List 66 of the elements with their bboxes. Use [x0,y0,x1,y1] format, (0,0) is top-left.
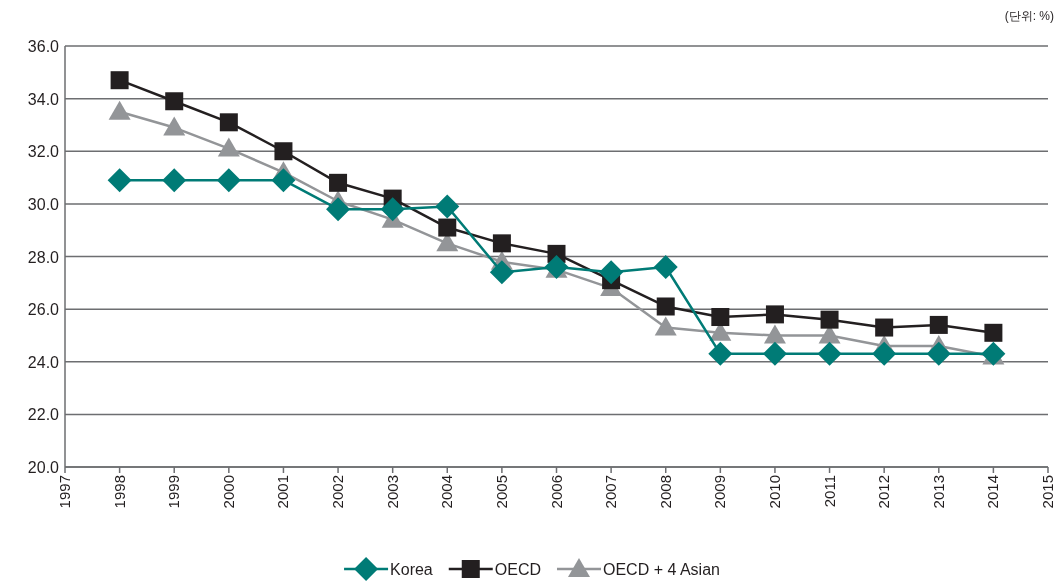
point [216,168,241,193]
text: (단위: %) [1004,9,1054,23]
x-tick-label: 2000 [219,475,237,509]
y-tick-label: 30.0 [27,195,60,213]
point [219,113,238,132]
point [274,142,293,161]
point [711,308,730,327]
point [492,234,511,253]
x-tick-label: 2006 [547,475,565,509]
point [599,260,624,285]
point [489,260,514,285]
y-tick-label: 20.0 [27,459,60,476]
point [108,100,131,120]
x-tick-label: 2005 [492,475,510,509]
y-tick-label: 26.0 [27,301,60,319]
point [110,71,129,90]
legend-label: OECD + 4 Asian [602,561,720,578]
point [654,316,677,336]
point [165,92,184,111]
point [762,341,787,366]
point [329,173,348,192]
point [107,168,132,193]
x-tick-label: 2003 [383,475,401,509]
y-tick-label: 28.0 [27,248,60,266]
point [708,341,733,366]
point [817,341,842,366]
x-tick-label: 2001 [274,475,292,509]
x-tick-label: 2007 [602,475,620,509]
y-tick-label: 24.0 [27,353,60,371]
y-tick-label: 34.0 [27,90,60,108]
x-tick-label: 2010 [765,475,783,509]
x-tick-label: 2008 [656,475,674,509]
x-tick-label: 2002 [329,475,347,509]
y-tick-label: 32.0 [27,143,60,161]
x-tick-label: 2009 [711,475,729,509]
point [875,318,894,337]
y-tick-label: 22.0 [27,406,60,424]
x-tick-label: 2004 [438,475,456,509]
x-tick-label: 2011 [820,475,838,508]
point [926,341,951,366]
x-tick-label: 2012 [875,475,893,509]
point [820,310,839,329]
legend-label: OECD [494,561,541,578]
point [763,324,786,344]
x-tick-label: 1998 [110,475,128,509]
point [438,218,457,237]
y-tick-label: 36.0 [27,38,60,55]
x-tick-label: 1999 [165,475,183,509]
point [217,137,240,157]
x-tick-label: 2014 [984,475,1002,509]
point [984,323,1003,342]
point [271,168,296,193]
point [656,297,675,316]
point [653,255,678,280]
point [929,315,948,334]
point [162,168,187,193]
point [872,341,897,366]
x-tick-label: 2013 [929,475,947,509]
point [765,305,784,324]
point [163,116,186,136]
point [380,197,405,222]
x-tick-label: 2015 [1039,475,1056,509]
point [435,194,460,219]
legend-label: Korea [390,561,433,578]
point [326,197,351,222]
x-tick-label: 1997 [56,475,73,509]
